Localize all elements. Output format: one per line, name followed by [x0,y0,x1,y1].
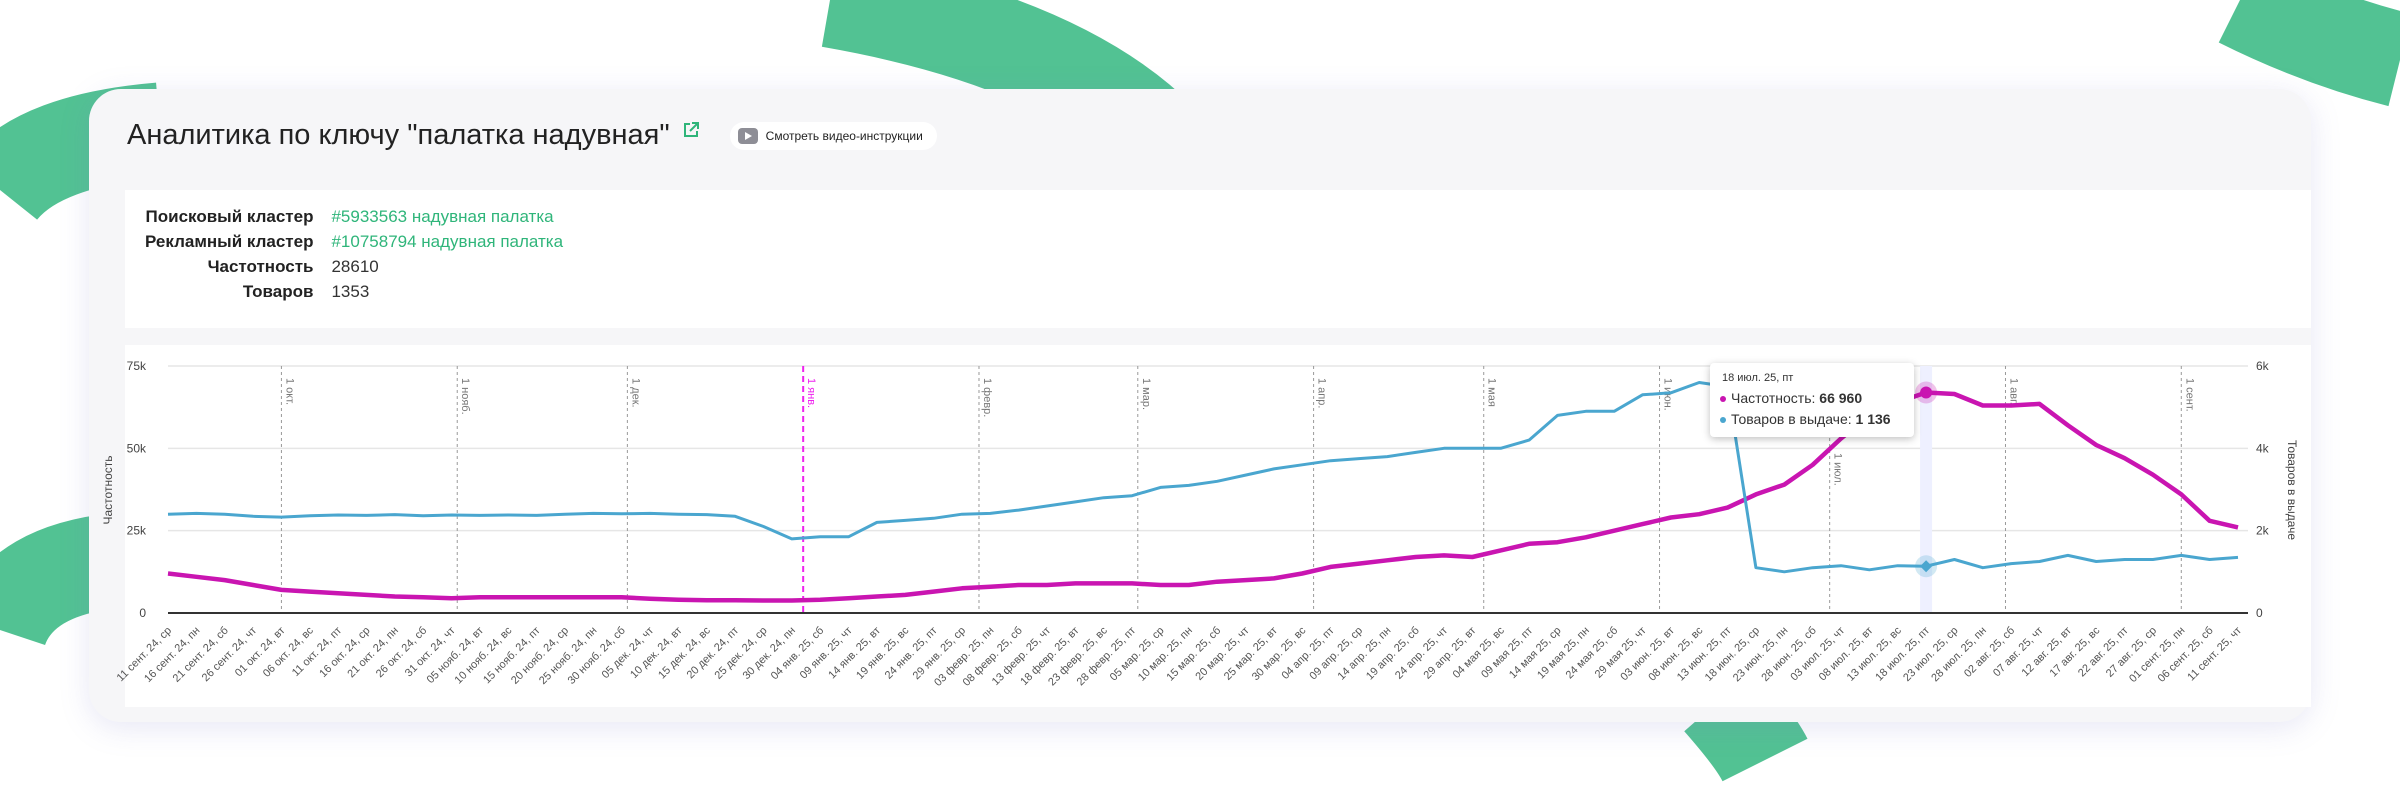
tooltip-frequency-value: 66 960 [1819,390,1863,406]
month-marker-label: 1 февр. [981,378,993,417]
search-cluster-link[interactable]: #5933563 надувная палатка [331,206,554,226]
products-value: 1353 [331,281,370,301]
watch-video-label: Смотреть видео-инструкции [765,128,923,143]
month-marker-label: 1 авг. [2007,378,2019,405]
y2-tick-label: 0 [2256,606,2263,620]
header: Аналитика по ключу "палатка надувная" См… [127,119,937,152]
chart-panel [125,345,2311,707]
info-panel: Поисковый кластер #5933563 надувная палат… [125,190,2311,328]
y-tick-label: 50k [127,441,147,455]
info-label: Товаров [242,281,314,301]
info-row-search-cluster: Поисковый кластер #5933563 надувная палат… [145,204,563,229]
y-tick-label: 75k [127,359,147,373]
info-label: Поисковый кластер [145,206,314,226]
info-row-frequency: Частотность 28610 [145,254,563,279]
y-tick-label: 25k [127,524,147,538]
page-title: Аналитика по ключу "палатка надувная" [127,119,670,151]
y2-tick-label: 6k [2256,359,2270,373]
ad-cluster-link[interactable]: #10758794 надувная палатка [331,231,564,251]
frequency-hover-point [1920,386,1933,399]
play-icon [737,127,758,144]
y2-tick-label: 2k [2256,524,2270,538]
tooltip-products-value: 1 136 [1855,411,1891,427]
frequency-dot-icon [1720,396,1726,403]
frequency-value: 28610 [331,256,379,276]
month-marker-label: 1 нояб. [459,378,471,415]
products-series-line [167,381,2239,574]
decor-arc-right [2218,0,2400,107]
hover-band [1920,366,1933,613]
month-marker-label: 1 мар. [1140,378,1152,410]
y2-tick-label: 4k [2256,441,2270,455]
tooltip-frequency-label: Частотность: [1731,390,1816,406]
y2-axis-title: Товаров в выдаче [2285,440,2299,540]
month-marker-label: 1 дек. [629,378,641,408]
month-marker-label: 1 апр. [1316,378,1328,408]
info-label: Рекламный кластер [145,231,314,251]
month-marker-label: 1 окт. [283,378,295,405]
info-label: Частотность [207,256,314,276]
y-tick-label: 0 [139,606,146,620]
products-dot-icon [1720,417,1726,424]
chart-tooltip: 18 июл. 25, пт Частотность: 66 960 Товар… [1710,363,1914,437]
info-row-ad-cluster: Рекламный кластер #10758794 надувная пала… [145,229,563,254]
products-hover-point [1920,560,1933,573]
info-row-products: Товаров 1353 [145,279,563,304]
month-marker-label: 1 сент. [2183,378,2195,412]
tooltip-date: 18 июл. 25, пт [1722,372,1794,384]
y-axis-title: Частотность [101,456,115,525]
month-marker-label: 1 июл. [1832,453,1844,486]
month-marker-label: 1 янв. [805,378,817,408]
external-link-icon[interactable] [682,121,700,139]
month-marker-label: 1 мая [1486,378,1498,407]
tooltip-products-label: Товаров в выдаче: [1731,411,1852,427]
analytics-card: Аналитика по ключу "палатка надувная" См… [89,89,2311,722]
watch-video-button[interactable]: Смотреть видео-инструкции [729,121,937,150]
